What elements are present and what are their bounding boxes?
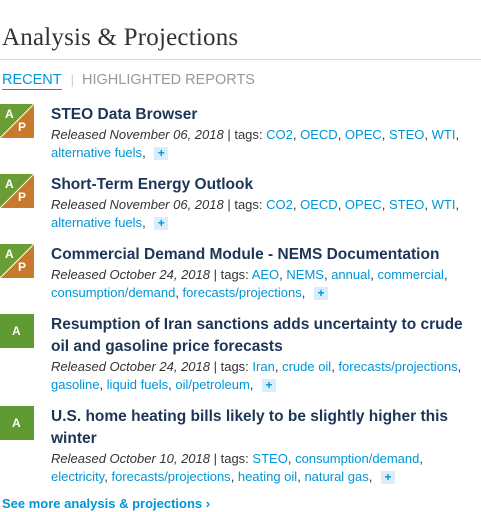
expand-tags-button[interactable]: + — [381, 471, 395, 484]
badge-letter-a: A — [5, 247, 14, 261]
item-title-link[interactable]: Short-Term Energy Outlook — [51, 176, 254, 193]
badge-letter-p: P — [18, 190, 27, 204]
tab-separator: | — [70, 72, 75, 87]
item-title-link[interactable]: Commercial Demand Module - NEMS Document… — [51, 246, 440, 263]
tag-link[interactable]: OECD — [300, 197, 338, 212]
release-date: Released October 24, 2018 — [51, 359, 210, 374]
item-title-link[interactable]: U.S. home heating bills likely to be sli… — [51, 408, 449, 447]
tag-link[interactable]: oil/petroleum — [175, 377, 250, 392]
tag-link[interactable]: consumption/demand — [295, 451, 420, 466]
badge-letter-a: A — [12, 324, 21, 338]
tag-link[interactable]: commercial — [377, 267, 444, 282]
tag-link[interactable]: gasoline — [51, 377, 100, 392]
item-meta: Released November 06, 2018 | tags: CO2, … — [51, 127, 460, 160]
tag-link[interactable]: AEO — [251, 267, 280, 282]
tags-label: tags: — [234, 197, 263, 212]
title-divider — [0, 59, 481, 60]
badge-letter-a: A — [12, 416, 21, 430]
tags-label: tags: — [220, 451, 249, 466]
badge-letter-a: A — [5, 177, 14, 191]
section-title: Analysis & Projections — [2, 24, 239, 51]
tag-link[interactable]: liquid fuels — [106, 377, 169, 392]
tag-link[interactable]: alternative fuels — [51, 145, 143, 160]
release-date: Released November 06, 2018 — [51, 127, 224, 142]
tags-label: tags: — [220, 267, 249, 282]
tag-link[interactable]: CO2 — [266, 197, 293, 212]
expand-tags-button[interactable]: + — [314, 287, 329, 300]
tag-link[interactable]: natural gas — [304, 469, 369, 484]
analysis-badge[interactable]: A — [0, 314, 34, 348]
tag-link[interactable]: forecasts/projections — [182, 285, 302, 300]
tag-link[interactable]: forecasts/projections — [111, 469, 231, 484]
expand-tags-button[interactable]: + — [154, 147, 169, 160]
expand-tags-button[interactable]: + — [154, 217, 169, 230]
item-meta: Released October 10, 2018 | tags: STEO, … — [51, 451, 423, 484]
release-date: Released November 06, 2018 — [51, 197, 224, 212]
tag-link[interactable]: OECD — [300, 127, 338, 142]
item-meta: Released October 24, 2018 | tags: AEO, N… — [51, 267, 448, 300]
tag-link[interactable]: OPEC — [344, 197, 382, 212]
tag-link[interactable]: OPEC — [344, 127, 382, 142]
tag-link[interactable]: forecasts/projections — [338, 359, 458, 374]
release-date: Released October 24, 2018 — [51, 267, 210, 282]
analysis-badge[interactable]: A — [0, 406, 34, 440]
see-more-link[interactable]: See more analysis & projections › — [2, 496, 211, 511]
tag-link[interactable]: heating oil — [237, 469, 298, 484]
tag-link[interactable]: NEMS — [286, 267, 324, 282]
tab-bar: RECENT | HIGHLIGHTED REPORTS — [2, 72, 255, 90]
tag-link[interactable]: WTI — [431, 197, 456, 212]
tag-link[interactable]: alternative fuels — [51, 215, 143, 230]
tag-link[interactable]: consumption/demand — [51, 285, 176, 300]
release-date: Released October 10, 2018 — [51, 451, 210, 466]
item-title-link[interactable]: STEO Data Browser — [51, 106, 198, 123]
item-meta: Released November 06, 2018 | tags: CO2, … — [51, 197, 460, 230]
tag-link[interactable]: Iran — [252, 359, 275, 374]
tab-recent[interactable]: RECENT — [2, 72, 62, 90]
tag-link[interactable]: WTI — [431, 127, 456, 142]
tab-highlighted-reports[interactable]: HIGHLIGHTED REPORTS — [82, 72, 255, 88]
item-title-link[interactable]: Resumption of Iran sanctions adds uncert… — [51, 316, 463, 355]
tag-link[interactable]: electricity — [51, 469, 105, 484]
expand-tags-button[interactable]: + — [262, 379, 277, 392]
badge-letter-a: A — [5, 107, 14, 121]
tag-link[interactable]: annual — [331, 267, 371, 282]
badge-letter-p: P — [18, 120, 27, 134]
tags-label: tags: — [220, 359, 249, 374]
tag-link[interactable]: STEO — [252, 451, 288, 466]
tag-link[interactable]: STEO — [389, 127, 425, 142]
tag-link[interactable]: STEO — [389, 197, 425, 212]
tag-link[interactable]: CO2 — [266, 127, 293, 142]
tag-link[interactable]: crude oil — [282, 359, 332, 374]
badge-letter-p: P — [18, 260, 27, 274]
tags-label: tags: — [234, 127, 263, 142]
item-meta: Released October 24, 2018 | tags: Iran, … — [51, 359, 462, 392]
